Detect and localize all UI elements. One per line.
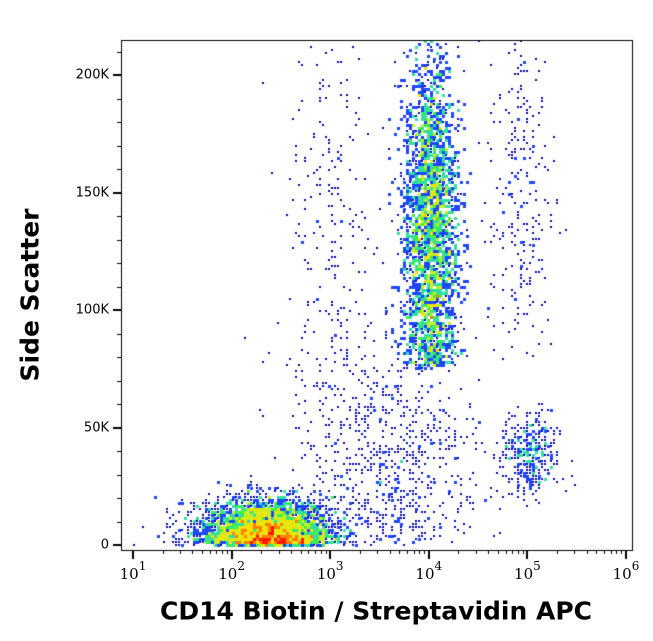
y-tick-label: 100K [75, 302, 109, 318]
x-tick-label: 106 [612, 559, 640, 583]
y-tick-label: 0 [100, 537, 109, 553]
x-tick-label: 102 [218, 559, 245, 583]
y-tick-label: 150K [75, 185, 109, 200]
x-tick-label: 101 [119, 559, 147, 583]
y-axis-label: Side Scatter [15, 208, 45, 382]
x-tick-label: 104 [415, 559, 443, 583]
y-tick-label: 200K [75, 67, 109, 83]
y-tick-label: 50K [83, 420, 109, 435]
x-axis-label: CD14 Biotin / Streptavidin APC [159, 596, 593, 626]
x-tick-label: 103 [316, 559, 344, 583]
x-tick-label: 105 [514, 559, 541, 583]
y-axis-tick-labels: 0 50K 100K 150K 200K [0, 0, 109, 641]
